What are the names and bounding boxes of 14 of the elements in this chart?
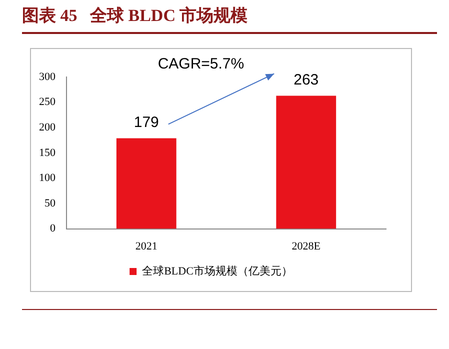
- x-tick-label: 2028E: [292, 240, 321, 252]
- y-tick-label: 200: [39, 121, 56, 134]
- y-tick-label: 50: [44, 197, 56, 210]
- text: CAGR=5.7%: [158, 55, 244, 72]
- x-tick-label: 2021: [135, 240, 158, 252]
- y-tick-label: 300: [39, 70, 56, 83]
- data-label: 263: [294, 71, 319, 88]
- y-tick-label: 250: [39, 96, 56, 108]
- y-tick-label: 100: [39, 172, 56, 184]
- legend-label: 全球BLDC市场规模（亿美元）: [142, 264, 292, 278]
- y-tick-label: 150: [39, 146, 56, 159]
- chart-title: 图表 45 全球 BLDC 市场规模: [22, 5, 248, 27]
- data-label: 179: [134, 114, 159, 131]
- y-tick-label: 0: [50, 222, 56, 235]
